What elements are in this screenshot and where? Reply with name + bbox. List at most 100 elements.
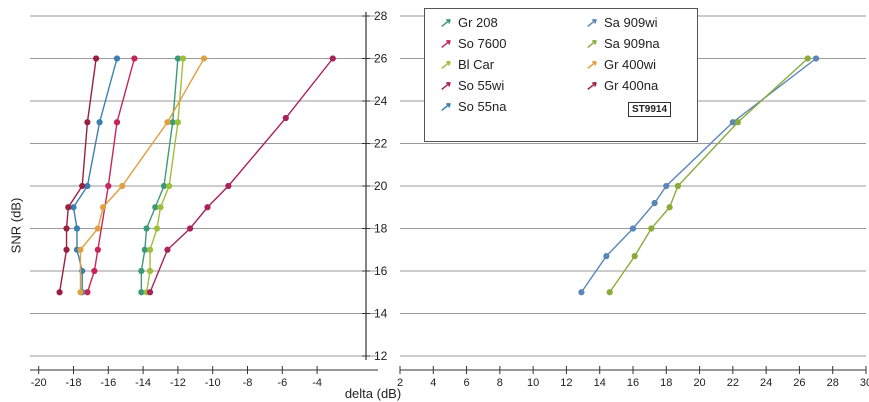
data-point [70,204,77,211]
data-point [180,55,187,62]
data-point [603,253,610,260]
series-group [56,55,820,296]
y-tick-label: 28 [374,9,388,23]
y-tick-label: 18 [374,222,388,236]
legend-item: ↗ Sa 909wi [583,15,658,31]
data-point [84,119,91,126]
legend-label: So 7600 [458,36,507,51]
data-point [225,182,232,190]
x-tick-label: 10 [527,377,539,389]
legend-swatch-icon: ↗ [439,57,451,72]
y-tick-label: 14 [374,307,388,321]
x-tick-label: 22 [727,377,739,389]
data-point [166,182,173,190]
legend-swatch-icon: ↗ [585,36,597,51]
figure-id-badge: ST9914 [628,102,672,117]
series-line [145,58,184,293]
data-point [169,119,176,126]
legend-item: ↗ So 55wi [437,78,505,94]
legend-item: ↗ So 7600 [437,36,507,52]
data-point [164,119,171,126]
legend-swatch-icon: ↗ [585,15,597,30]
x-tick-label: 28 [827,377,839,389]
y-tick-label: 26 [374,52,388,66]
data-point [105,182,112,190]
data-point [734,119,741,126]
data-point [578,289,585,296]
data-point [63,225,70,232]
series-line [79,58,205,293]
legend-swatch-icon: ↗ [585,57,597,72]
x-tick-label: 20 [693,377,705,389]
data-point [77,246,84,253]
data-point [157,204,164,211]
data-point [94,246,101,253]
x-tick-label: -10 [205,377,221,389]
data-point [200,55,208,62]
legend-label: Gr 400wi [604,57,657,72]
y-tick-label: 22 [374,137,388,151]
data-point [651,199,658,207]
data-point [606,289,613,296]
data-point [119,182,126,190]
series-line [72,58,118,293]
data-point [804,55,811,62]
y-tick-label: 24 [374,94,388,108]
series-so-55na [70,55,121,296]
legend-item: ↗ Bl Car [437,57,495,73]
data-point [73,225,81,232]
data-point [131,55,138,62]
data-point [204,204,211,211]
data-point [94,225,101,232]
data-point [91,267,98,275]
data-point [141,246,148,253]
x-tick-label: 30 [860,377,869,389]
data-point [329,55,336,62]
data-point [79,182,86,190]
x-tick-label: 8 [497,377,503,389]
data-point [96,119,103,126]
series-gr-208 [138,55,181,296]
x-tick-label: -16 [100,377,116,389]
legend-item: ↗ Gr 400wi [583,57,656,73]
data-point [146,289,154,296]
series-so-7600 [84,55,138,296]
series-sa-909wi [578,55,820,296]
legend-label: Sa 909wi [604,15,658,30]
legend-swatch-icon: ↗ [439,99,451,114]
data-point [146,267,154,275]
x-tick-label: -18 [66,377,82,389]
x-tick-label: 18 [660,377,672,389]
legend-item: ↗ Gr 208 [437,15,498,31]
data-point [84,182,91,190]
data-point [113,55,121,62]
x-tick-label: 4 [430,377,436,389]
x-tick-label: 24 [760,377,772,389]
data-point [65,204,72,211]
x-tick-label: 12 [560,377,572,389]
data-point [146,246,154,253]
x-tick-label: -14 [135,377,151,389]
x-tick-label: -4 [312,377,322,389]
series-gr-400na [56,55,100,296]
x-tick-label: -20 [31,377,47,389]
series-line [86,58,136,293]
legend-label: So 55wi [458,78,505,93]
legend-item: ↗ So 55na [437,99,507,115]
y-tick-label: 12 [374,349,388,363]
x-tick-label: -12 [170,377,186,389]
data-point [282,114,289,122]
x-tick-label: 6 [464,377,470,389]
axes [30,12,867,374]
series-line [149,58,334,293]
y-tick-label: 16 [374,264,388,278]
data-point [186,225,194,232]
data-point [648,225,655,232]
data-point [138,267,145,275]
x-tick-label: 16 [627,377,639,389]
series-so-55wi [146,55,336,296]
data-point [629,225,637,232]
series-line [140,58,179,293]
